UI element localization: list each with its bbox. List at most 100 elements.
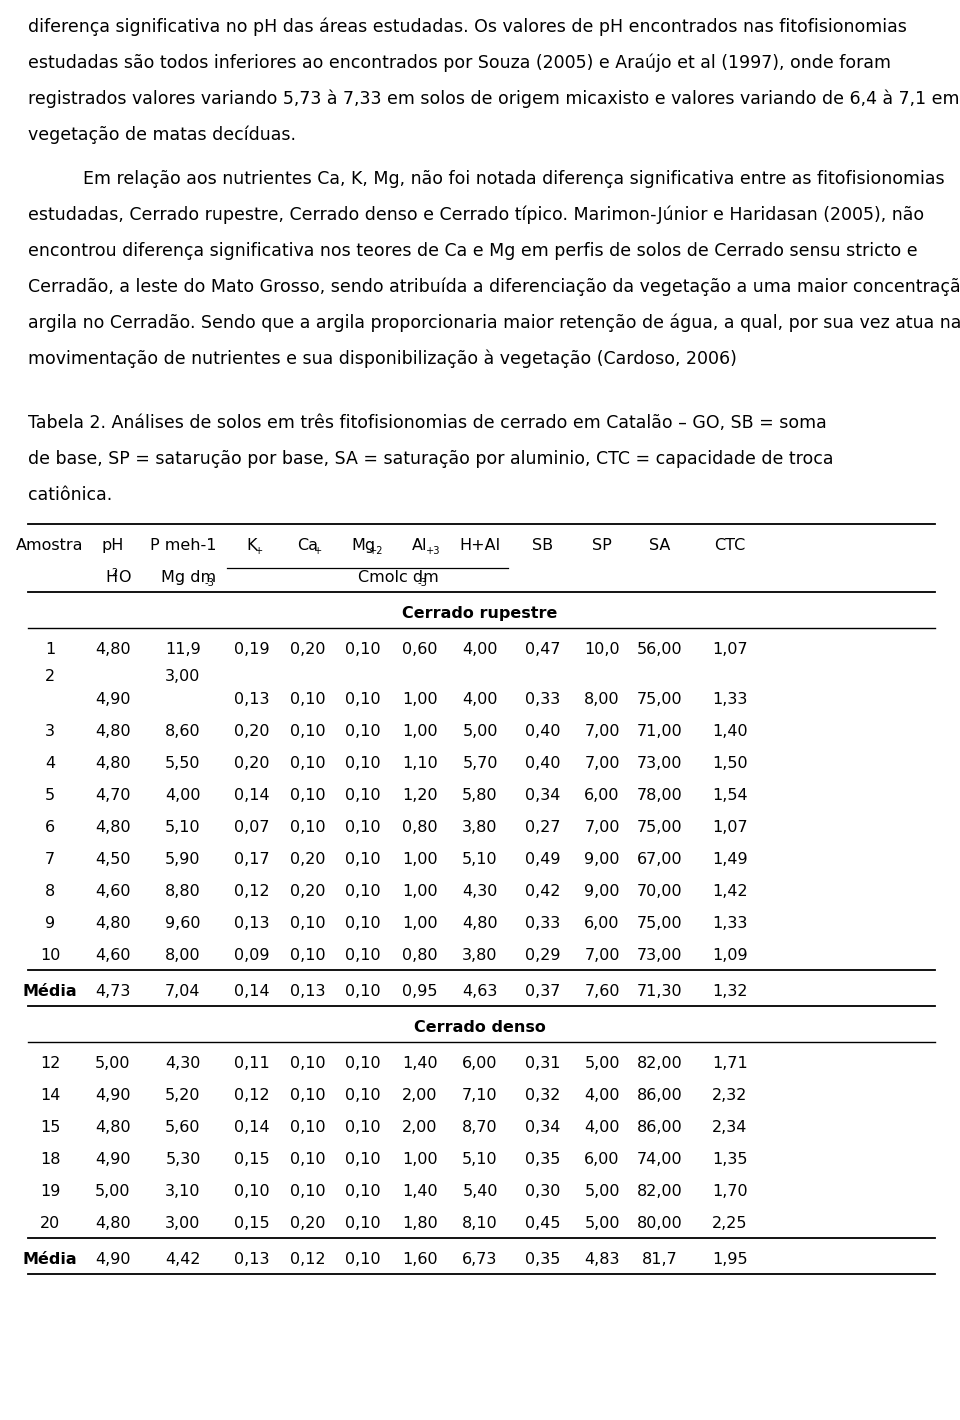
Text: 0,10: 0,10 xyxy=(290,755,325,771)
Text: 4,50: 4,50 xyxy=(95,852,131,868)
Text: 4,80: 4,80 xyxy=(95,1120,131,1135)
Text: 0,10: 0,10 xyxy=(346,724,381,738)
Text: 0,10: 0,10 xyxy=(346,1184,381,1198)
Text: 0,10: 0,10 xyxy=(234,1184,270,1198)
Text: 0,47: 0,47 xyxy=(525,642,561,657)
Text: 5,00: 5,00 xyxy=(585,1056,620,1071)
Text: 0,20: 0,20 xyxy=(234,755,270,771)
Text: de base, SP = satarução por base, SA = saturação por aluminio, CTC = capacidade : de base, SP = satarução por base, SA = s… xyxy=(28,450,833,469)
Text: 0,40: 0,40 xyxy=(525,755,561,771)
Text: 0,15: 0,15 xyxy=(234,1216,270,1231)
Text: 2: 2 xyxy=(111,568,117,578)
Text: 0,10: 0,10 xyxy=(346,1252,381,1267)
Text: 3: 3 xyxy=(45,724,55,738)
Text: 0,45: 0,45 xyxy=(525,1216,561,1231)
Text: pH: pH xyxy=(102,538,124,554)
Text: 6,00: 6,00 xyxy=(585,788,620,804)
Text: 6: 6 xyxy=(45,821,55,835)
Text: 4,60: 4,60 xyxy=(95,885,131,899)
Text: 4,80: 4,80 xyxy=(95,916,131,932)
Text: 0,10: 0,10 xyxy=(290,724,325,738)
Text: 7,04: 7,04 xyxy=(165,984,201,1000)
Text: 2,00: 2,00 xyxy=(402,1088,438,1103)
Text: estudadas, Cerrado rupestre, Cerrado denso e Cerrado típico. Marimon-Júnior e Ha: estudadas, Cerrado rupestre, Cerrado den… xyxy=(28,206,924,224)
Text: Cerrado rupestre: Cerrado rupestre xyxy=(402,606,558,621)
Text: 5,40: 5,40 xyxy=(463,1184,497,1198)
Text: 4,80: 4,80 xyxy=(95,724,131,738)
Text: 0,10: 0,10 xyxy=(290,821,325,835)
Text: 10,0: 10,0 xyxy=(585,642,620,657)
Text: 0,10: 0,10 xyxy=(290,1184,325,1198)
Text: 0,20: 0,20 xyxy=(234,724,270,738)
Text: 14: 14 xyxy=(39,1088,60,1103)
Text: 0,34: 0,34 xyxy=(525,788,561,804)
Text: 5,80: 5,80 xyxy=(462,788,498,804)
Text: 0,10: 0,10 xyxy=(290,949,325,963)
Text: +: + xyxy=(314,545,323,555)
Text: 0,95: 0,95 xyxy=(402,984,438,1000)
Text: 3,80: 3,80 xyxy=(463,949,497,963)
Text: 7,00: 7,00 xyxy=(585,724,620,738)
Text: 4,63: 4,63 xyxy=(463,984,497,1000)
Text: 5,30: 5,30 xyxy=(165,1152,201,1167)
Text: 18: 18 xyxy=(39,1152,60,1167)
Text: 1,50: 1,50 xyxy=(712,755,748,771)
Text: 1,40: 1,40 xyxy=(402,1056,438,1071)
Text: 71,30: 71,30 xyxy=(637,984,683,1000)
Text: 1,00: 1,00 xyxy=(402,1152,438,1167)
Text: 0,33: 0,33 xyxy=(525,916,561,932)
Text: 1,33: 1,33 xyxy=(712,693,748,707)
Text: 1,49: 1,49 xyxy=(712,852,748,868)
Text: 0,12: 0,12 xyxy=(234,1088,270,1103)
Text: H+Al: H+Al xyxy=(460,538,500,554)
Text: 0,34: 0,34 xyxy=(525,1120,561,1135)
Text: 75,00: 75,00 xyxy=(637,693,683,707)
Text: 20: 20 xyxy=(40,1216,60,1231)
Text: encontrou diferença significativa nos teores de Ca e Mg em perfis de solos de Ce: encontrou diferença significativa nos te… xyxy=(28,241,918,260)
Text: 19: 19 xyxy=(39,1184,60,1198)
Text: 0,10: 0,10 xyxy=(346,885,381,899)
Text: 7: 7 xyxy=(45,852,55,868)
Text: 1,07: 1,07 xyxy=(712,821,748,835)
Text: 0,10: 0,10 xyxy=(346,1216,381,1231)
Text: 5,00: 5,00 xyxy=(95,1056,131,1071)
Text: 2,32: 2,32 xyxy=(712,1088,748,1103)
Text: 4,00: 4,00 xyxy=(463,642,497,657)
Text: 1,33: 1,33 xyxy=(712,916,748,932)
Text: 1,32: 1,32 xyxy=(712,984,748,1000)
Text: 86,00: 86,00 xyxy=(637,1088,683,1103)
Text: 82,00: 82,00 xyxy=(637,1184,683,1198)
Text: estudadas são todos inferiores ao encontrados por Souza (2005) e Araújo et al (1: estudadas são todos inferiores ao encont… xyxy=(28,54,891,72)
Text: 0,27: 0,27 xyxy=(525,821,561,835)
Text: 7,10: 7,10 xyxy=(462,1088,498,1103)
Text: 1,40: 1,40 xyxy=(712,724,748,738)
Text: 0,35: 0,35 xyxy=(525,1152,561,1167)
Text: 6,00: 6,00 xyxy=(585,1152,620,1167)
Text: 9,00: 9,00 xyxy=(585,852,620,868)
Text: Tabela 2. Análises de solos em três fitofisionomias de cerrado em Catalão – GO, : Tabela 2. Análises de solos em três fito… xyxy=(28,415,827,432)
Text: 0,31: 0,31 xyxy=(525,1056,561,1071)
Text: 5,90: 5,90 xyxy=(165,852,201,868)
Text: 0,10: 0,10 xyxy=(346,852,381,868)
Text: 0,13: 0,13 xyxy=(290,984,325,1000)
Text: 4,00: 4,00 xyxy=(165,788,201,804)
Text: 1,09: 1,09 xyxy=(712,949,748,963)
Text: 8,70: 8,70 xyxy=(462,1120,498,1135)
Text: 0,60: 0,60 xyxy=(402,642,438,657)
Text: 56,00: 56,00 xyxy=(637,642,683,657)
Text: 4,60: 4,60 xyxy=(95,949,131,963)
Text: 4,00: 4,00 xyxy=(463,693,497,707)
Text: Média: Média xyxy=(23,1252,78,1267)
Text: 2,25: 2,25 xyxy=(712,1216,748,1231)
Text: Cerrado denso: Cerrado denso xyxy=(414,1020,546,1035)
Text: +2: +2 xyxy=(370,545,384,555)
Text: 70,00: 70,00 xyxy=(637,885,683,899)
Text: 4: 4 xyxy=(45,755,55,771)
Text: 0,10: 0,10 xyxy=(346,916,381,932)
Text: 6,00: 6,00 xyxy=(585,916,620,932)
Text: 7,00: 7,00 xyxy=(585,755,620,771)
Text: 0,10: 0,10 xyxy=(346,693,381,707)
Text: 0,10: 0,10 xyxy=(346,1088,381,1103)
Text: 3,00: 3,00 xyxy=(165,1216,201,1231)
Text: 9,00: 9,00 xyxy=(585,885,620,899)
